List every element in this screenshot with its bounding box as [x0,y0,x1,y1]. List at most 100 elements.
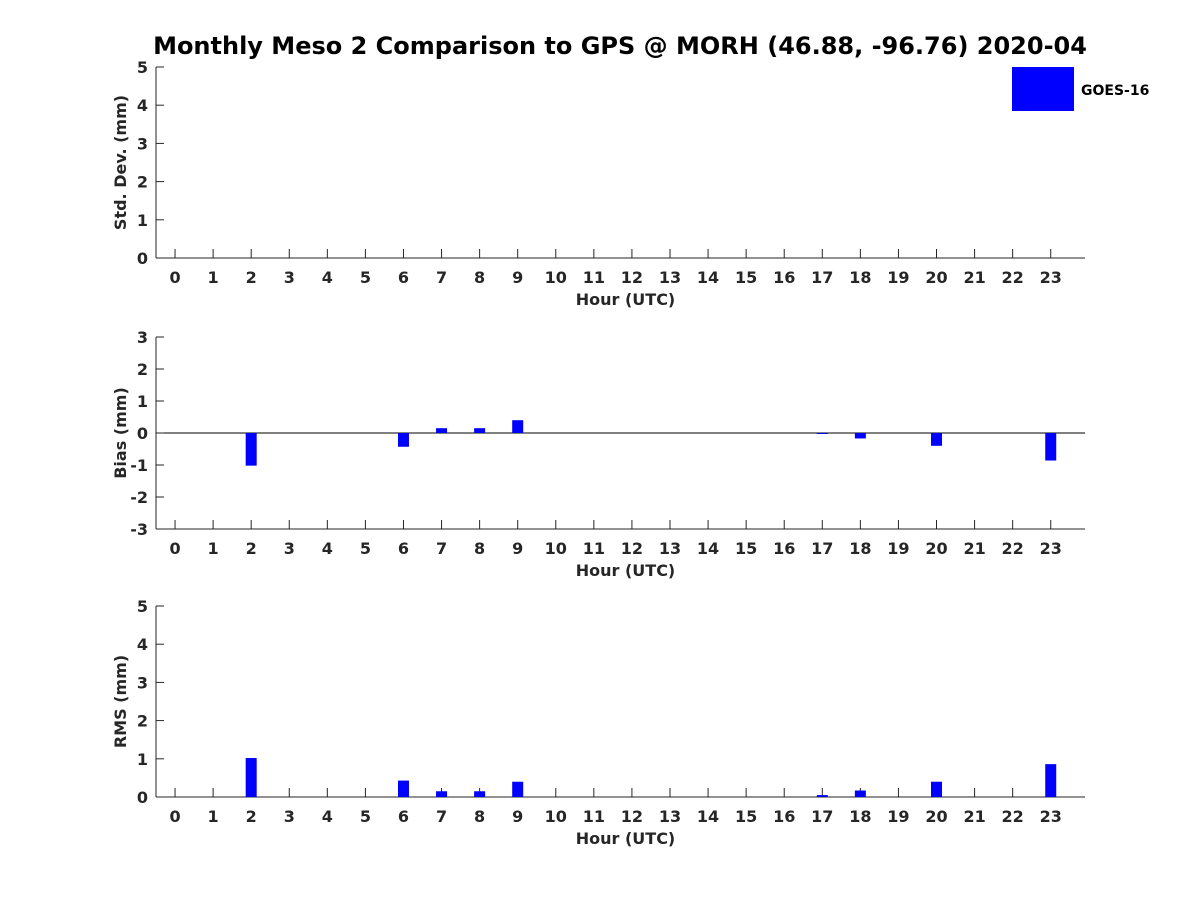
y-tick-label: 3 [137,134,148,153]
x-tick-label: 13 [659,268,681,287]
x-tick-label: 8 [474,268,485,287]
bar-hour-17 [816,433,828,434]
y-tick-label: 5 [137,597,148,616]
y-tick-label: -3 [130,520,148,539]
x-tick-label: 17 [811,807,833,826]
x-tick-label: 15 [735,807,757,826]
x-tick-label: 19 [887,807,909,826]
x-tick-label: 4 [322,539,333,558]
x-tick-label: 22 [1002,268,1024,287]
bar-hour-20 [931,433,943,446]
x-tick-label: 1 [208,268,219,287]
x-tick-label: 16 [773,807,795,826]
y-tick-label: 0 [137,249,148,268]
x-tick-label: 6 [398,539,409,558]
x-tick-label: 20 [925,539,947,558]
x-axis-label: Hour (UTC) [576,290,676,309]
x-tick-label: 11 [583,539,605,558]
x-tick-label: 17 [811,539,833,558]
x-tick-label: 12 [621,807,643,826]
bar-hour-9 [512,781,524,797]
y-tick-label: 2 [137,712,148,731]
x-tick-label: 9 [512,268,523,287]
x-tick-label: 13 [659,539,681,558]
x-tick-label: 1 [208,807,219,826]
bar-hour-18 [854,433,866,439]
y-axis-label: RMS (mm) [111,655,130,748]
x-tick-label: 10 [545,807,567,826]
x-tick-label: 18 [849,268,871,287]
x-tick-label: 5 [360,539,371,558]
x-tick-label: 17 [811,268,833,287]
x-tick-label: 23 [1040,807,1062,826]
x-tick-label: 15 [735,268,757,287]
x-tick-label: 19 [887,539,909,558]
x-tick-label: 7 [436,268,447,287]
x-tick-label: 14 [697,268,719,287]
x-tick-label: 21 [963,539,985,558]
x-tick-label: 16 [773,268,795,287]
y-tick-label: 1 [137,750,148,769]
y-tick-label: -2 [130,488,148,507]
x-tick-label: 23 [1040,268,1062,287]
x-tick-label: 23 [1040,539,1062,558]
y-tick-label: 1 [137,211,148,230]
x-tick-label: 8 [474,807,485,826]
x-tick-label: 5 [360,807,371,826]
x-tick-label: 4 [322,807,333,826]
bar-hour-2 [245,433,257,466]
x-tick-label: 11 [583,268,605,287]
y-tick-label: 0 [137,788,148,807]
chart-title: Monthly Meso 2 Comparison to GPS @ MORH … [153,32,1087,60]
legend-label-goes-16: GOES-16 [1081,83,1149,99]
x-tick-label: 18 [849,807,871,826]
x-tick-label: 9 [512,807,523,826]
x-tick-label: 2 [246,268,257,287]
y-tick-label: 4 [137,96,148,115]
x-tick-label: 15 [735,539,757,558]
y-tick-label: 4 [137,635,148,654]
x-tick-label: 10 [545,539,567,558]
y-axis-label: Std. Dev. (mm) [111,95,130,230]
x-tick-label: 1 [208,539,219,558]
y-tick-label: 5 [137,58,148,77]
y-tick-label: 2 [137,173,148,192]
x-tick-label: 7 [436,807,447,826]
x-tick-label: 21 [963,268,985,287]
x-axis-label: Hour (UTC) [576,829,676,848]
bar-hour-8 [474,428,486,433]
x-tick-label: 14 [697,539,719,558]
legend: GOES-16 [1012,67,1149,111]
x-tick-label: 0 [169,807,180,826]
x-tick-label: 12 [621,268,643,287]
x-tick-label: 19 [887,268,909,287]
bar-hour-18 [854,790,866,797]
x-tick-label: 21 [963,807,985,826]
x-tick-label: 0 [169,539,180,558]
y-axis-label: Bias (mm) [111,387,130,479]
x-tick-label: 5 [360,268,371,287]
x-tick-label: 2 [246,807,257,826]
x-tick-label: 3 [284,268,295,287]
x-tick-label: 8 [474,539,485,558]
bar-hour-9 [512,420,524,433]
bar-hour-2 [245,758,257,797]
x-tick-label: 6 [398,807,409,826]
x-tick-label: 22 [1002,539,1024,558]
x-tick-label: 3 [284,807,295,826]
x-tick-label: 20 [925,268,947,287]
y-tick-label: -1 [130,456,148,475]
bar-hour-23 [1045,433,1057,461]
bar-hour-6 [397,780,409,797]
x-axis-label: Hour (UTC) [576,561,676,580]
y-tick-label: 1 [137,392,148,411]
x-tick-label: 4 [322,268,333,287]
x-tick-label: 14 [697,807,719,826]
x-tick-label: 20 [925,807,947,826]
x-tick-label: 9 [512,539,523,558]
x-tick-label: 10 [545,268,567,287]
